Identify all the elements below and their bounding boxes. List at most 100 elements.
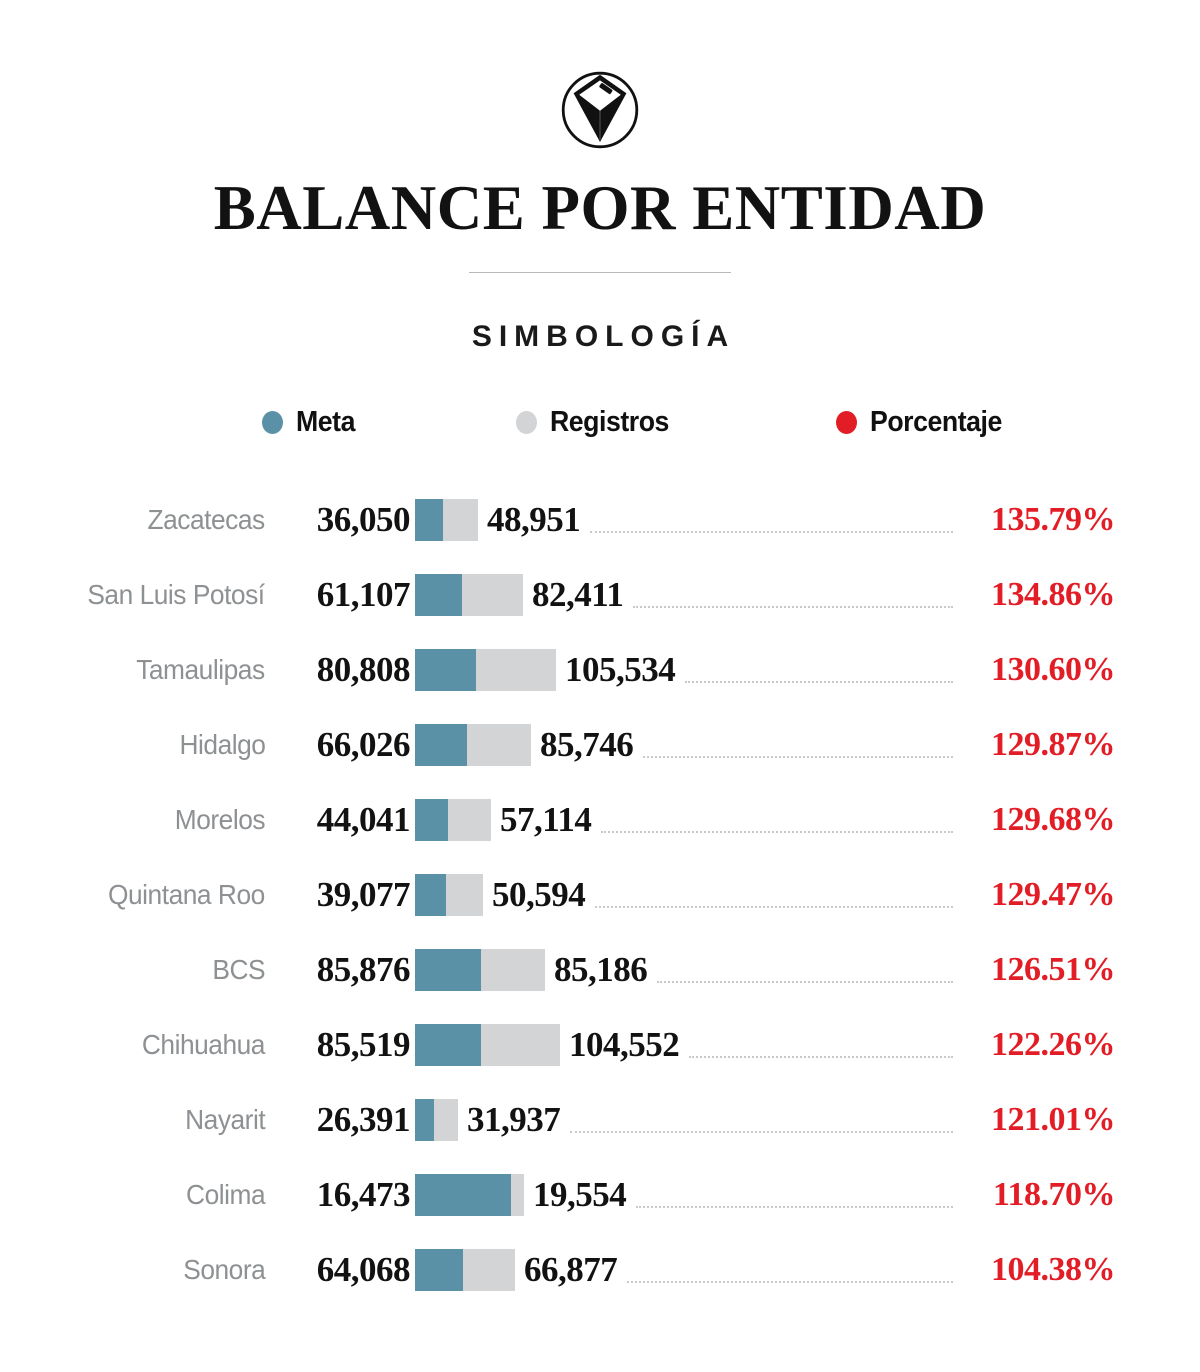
meta-bar-segment [415, 723, 467, 766]
porcentaje-value: 129.47% [991, 875, 1116, 913]
legend-item-registros: Registros [516, 405, 679, 439]
paired-bar [415, 573, 523, 616]
dotted-leader [595, 905, 953, 908]
paired-bar [415, 948, 545, 991]
paired-bar [415, 1248, 515, 1291]
meta-value: 61,107 [316, 574, 411, 614]
registros-value: 57,114 [500, 799, 592, 839]
meta-value: 39,077 [316, 874, 411, 914]
meta-bar-segment [415, 873, 446, 916]
registros-bar-segment [448, 798, 491, 841]
porcentaje-value: 126.51% [991, 950, 1116, 988]
porcentaje-value: 121.01% [991, 1100, 1116, 1138]
registros-value: 50,594 [492, 874, 586, 914]
registros-bar-segment [511, 1173, 524, 1216]
meta-bar-segment [415, 1173, 511, 1216]
meta-value: 36,050 [316, 499, 411, 539]
porcentaje-value: 118.70% [992, 1175, 1116, 1213]
meta-value: 66,026 [316, 724, 411, 764]
meta-value: 85,519 [316, 1024, 411, 1064]
dotted-leader [590, 530, 953, 533]
paired-bar [415, 723, 531, 766]
table-row: Zacatecas 36,050 48,951 135.79% [0, 482, 1116, 557]
meta-value: 80,808 [316, 649, 411, 689]
ballot-box-icon [552, 62, 648, 158]
table-row: Tamaulipas 80,808 105,534 130.60% [0, 632, 1116, 707]
registros-bar-segment [476, 648, 556, 691]
registros-value: 85,746 [540, 724, 634, 764]
meta-bar-segment [415, 1023, 481, 1066]
dotted-leader [627, 1280, 953, 1283]
table-row: San Luis Potosí 61,107 82,411 134.86% [0, 557, 1116, 632]
dotted-leader [570, 1130, 953, 1133]
legend-item-meta: Meta [262, 405, 360, 439]
table-row: BCS 85,876 85,186 126.51% [0, 932, 1116, 1007]
dotted-leader [643, 755, 953, 758]
entity-label: BCS [212, 953, 265, 985]
registros-value: 82,411 [532, 574, 624, 614]
entity-label: Tamaulipas [136, 653, 266, 685]
registros-value: 105,534 [565, 649, 676, 689]
porcentaje-value: 122.26% [991, 1025, 1116, 1063]
paired-bar [415, 1098, 458, 1141]
table-row: Hidalgo 66,026 85,746 129.87% [0, 707, 1116, 782]
table-row: Colima 16,473 19,554 118.70% [0, 1157, 1116, 1232]
paired-bar [415, 1173, 524, 1216]
registros-bar-segment [463, 1248, 515, 1291]
dotted-leader [657, 980, 953, 983]
table-row: Nayarit 26,391 31,937 121.01% [0, 1082, 1116, 1157]
meta-bar-segment [415, 648, 476, 691]
meta-value: 85,876 [316, 949, 411, 989]
registros-value: 66,877 [524, 1249, 618, 1289]
paired-bar [415, 1023, 560, 1066]
registros-bar-segment [462, 573, 523, 616]
legend-label: Registros [550, 405, 669, 438]
legend-title: SIMBOLOGÍA [471, 320, 736, 353]
registros-bar-segment [443, 498, 478, 541]
entity-label: Zacatecas [147, 503, 266, 535]
registros-bar-segment [481, 948, 545, 991]
legend-label: Porcentaje [870, 405, 1002, 438]
dotted-leader [689, 1055, 953, 1058]
meta-bar-segment [415, 498, 443, 541]
legend: Meta Registros Porcentaje [0, 405, 1200, 439]
dotted-leader [636, 1205, 953, 1208]
paired-bar [415, 498, 478, 541]
entity-label: Nayarit [184, 1103, 266, 1135]
entity-label: Colima [185, 1178, 266, 1210]
meta-bar-segment [415, 1098, 434, 1141]
registros-bar-segment [481, 1023, 560, 1066]
registros-value: 104,552 [569, 1024, 680, 1064]
registros-value: 48,951 [487, 499, 581, 539]
meta-value: 44,041 [316, 799, 411, 839]
legend-label: Meta [296, 405, 355, 438]
registros-bar-segment [467, 723, 531, 766]
entity-label: Chihuahua [141, 1028, 266, 1060]
meta-bar-segment [415, 798, 448, 841]
registros-bar-segment [446, 873, 483, 916]
porcentaje-value: 130.60% [991, 650, 1116, 688]
table-row: Quintana Roo 39,077 50,594 129.47% [0, 857, 1116, 932]
dotted-leader [685, 680, 953, 683]
registros-value: 19,554 [533, 1174, 627, 1214]
meta-bar-segment [415, 573, 462, 616]
dotted-leader [633, 605, 953, 608]
registros-value: 85,186 [554, 949, 648, 989]
paired-bar [415, 798, 491, 841]
meta-value: 26,391 [316, 1099, 411, 1139]
porcentaje-value: 135.79% [991, 500, 1116, 538]
porcentaje-value: 129.68% [991, 800, 1116, 838]
dotted-leader [601, 830, 953, 833]
entity-label: Sonora [182, 1253, 266, 1285]
title-divider [469, 272, 731, 273]
table-row: Morelos 44,041 57,114 129.68% [0, 782, 1116, 857]
entity-label: Morelos [174, 803, 266, 835]
porcentaje-value: 134.86% [991, 575, 1116, 613]
entity-label: Hidalgo [179, 728, 265, 760]
meta-value: 16,473 [316, 1174, 411, 1214]
page-title: BALANCE POR ENTIDAD [213, 173, 987, 243]
porcentaje-value: 104.38% [991, 1250, 1116, 1288]
porcentaje-value: 129.87% [991, 725, 1116, 763]
table-row: Chihuahua 85,519 104,552 122.26% [0, 1007, 1116, 1082]
